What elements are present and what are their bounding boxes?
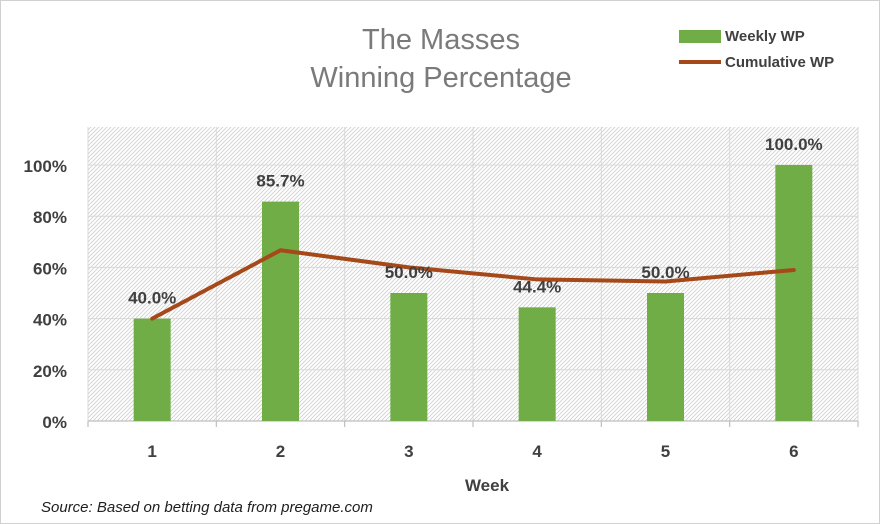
bar-weekly-wp [262, 201, 299, 421]
y-tick-label: 80% [33, 208, 67, 227]
y-tick-label: 40% [33, 311, 67, 330]
legend-swatch-cumulative [679, 60, 721, 64]
x-tick-label: 2 [276, 442, 285, 461]
bar-weekly-wp [133, 318, 171, 421]
data-label-weekly-wp: 85.7% [256, 172, 304, 191]
data-label-weekly-wp: 50.0% [385, 263, 433, 282]
bar-weekly-wp [647, 293, 684, 421]
bar-weekly-wp [390, 293, 428, 421]
chart-title-line-2: Winning Percentage [310, 62, 572, 94]
data-label-weekly-wp: 44.4% [513, 277, 561, 296]
bar-weekly-wp [518, 307, 556, 421]
legend-label-cumulative: Cumulative WP [725, 53, 835, 71]
y-tick-label: 60% [33, 259, 67, 278]
data-label-weekly-wp: 100.0% [765, 135, 823, 154]
data-label-weekly-wp: 50.0% [641, 263, 689, 282]
x-tick-label: 4 [532, 442, 542, 461]
legend-item-cumulative: Cumulative WP [679, 49, 834, 75]
line-cumulative-wp [150, 248, 796, 321]
x-tick-label: 6 [789, 442, 798, 461]
x-tick-label: 1 [147, 442, 156, 461]
x-tick-label: 3 [404, 442, 413, 461]
chart-title-line-1: The Masses [362, 24, 520, 56]
y-tick-label: 20% [33, 362, 67, 381]
legend-swatch-weekly [679, 29, 721, 43]
bar-weekly-wp [775, 165, 813, 421]
data-label-weekly-wp: 40.0% [128, 289, 176, 308]
y-tick-label: 100% [24, 157, 67, 176]
x-axis-title: Week [465, 476, 510, 495]
chart-legend: Weekly WP Cumulative WP [679, 23, 834, 75]
legend-label-weekly: Weekly WP [725, 27, 805, 45]
y-tick-label: 0% [42, 413, 67, 432]
x-tick-label: 5 [661, 442, 670, 461]
source-note: Source: Based on betting data from prega… [41, 499, 373, 516]
chart-title: The Masses Winning Percentage [241, 21, 641, 97]
legend-item-weekly: Weekly WP [679, 23, 834, 49]
